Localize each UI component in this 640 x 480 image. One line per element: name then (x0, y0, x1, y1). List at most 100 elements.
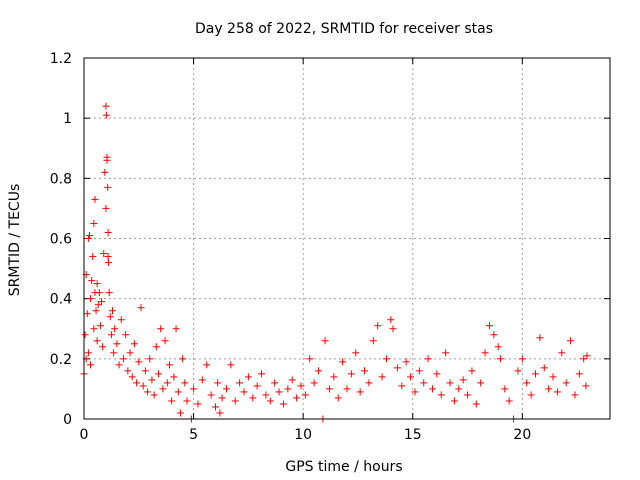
data-point (155, 370, 163, 378)
data-point (361, 367, 369, 375)
data-point (402, 358, 410, 366)
data-point (472, 400, 480, 408)
data-point (181, 379, 189, 387)
data-point (523, 379, 531, 387)
data-point (88, 277, 96, 285)
data-point (334, 394, 342, 402)
data-point (90, 219, 98, 227)
data-point (459, 376, 467, 384)
y-tick-label: 1 (63, 111, 72, 127)
data-point (343, 385, 351, 393)
data-point (271, 379, 279, 387)
data-point (356, 388, 364, 396)
data-point (582, 382, 590, 390)
data-point (387, 316, 395, 324)
data-point (514, 367, 522, 375)
data-point (172, 325, 180, 333)
data-point (94, 301, 102, 309)
data-point (279, 400, 287, 408)
data-point (369, 337, 377, 345)
data-point (216, 409, 224, 417)
data-point (505, 397, 513, 405)
data-point (141, 367, 149, 375)
data-point (96, 322, 104, 330)
data-point (240, 388, 248, 396)
plot-frame (83, 57, 611, 420)
data-point (545, 385, 553, 393)
data-point (159, 385, 167, 393)
data-point (102, 204, 110, 212)
data-point (198, 376, 206, 384)
data-point (347, 370, 355, 378)
data-point (110, 349, 118, 357)
data-point (85, 231, 93, 239)
data-point (339, 358, 347, 366)
y-tick-label: 0.2 (50, 352, 72, 368)
y-tick-label: 1.2 (50, 51, 72, 67)
x-tick-label: 0 (80, 427, 89, 443)
data-point (135, 358, 143, 366)
data-point (102, 102, 110, 110)
data-point (179, 355, 187, 363)
data-point (176, 409, 184, 417)
data-point (165, 361, 173, 369)
data-point (124, 367, 132, 375)
data-point (113, 340, 121, 348)
data-point (212, 403, 219, 411)
data-point (104, 183, 112, 191)
data-point (218, 394, 226, 402)
data-point (161, 337, 169, 345)
data-point (262, 391, 270, 399)
data-point (433, 370, 441, 378)
data-point (415, 367, 423, 375)
data-point (485, 322, 493, 330)
data-point (288, 376, 296, 384)
data-point (106, 313, 114, 321)
data-point (575, 370, 583, 378)
data-point (446, 379, 454, 387)
data-point (139, 382, 147, 390)
data-point (81, 331, 89, 339)
data-point (477, 379, 485, 387)
grid (84, 58, 610, 419)
data-point (464, 391, 472, 399)
x-tick-label: 10 (294, 427, 312, 443)
data-point (128, 373, 136, 381)
data-point (163, 379, 171, 387)
data-point (89, 253, 97, 261)
data-point (424, 355, 432, 363)
data-point (553, 388, 561, 396)
data-point (284, 385, 292, 393)
data-point (227, 361, 235, 369)
data-point (222, 385, 230, 393)
data-point (99, 343, 107, 351)
data-point (126, 349, 134, 357)
data-point (236, 379, 244, 387)
data-point (527, 391, 535, 399)
data-point (84, 349, 92, 357)
data-point (321, 337, 329, 345)
data-point (583, 352, 591, 360)
data-point (494, 343, 502, 351)
data-point (325, 385, 333, 393)
data-point (450, 397, 458, 405)
data-point (148, 376, 156, 384)
data-point (374, 322, 382, 330)
data-point (442, 349, 450, 357)
data-point (468, 367, 476, 375)
axis-ticks: 0 5 10 15 20 0 0.2 0.4 0.6 0.8 1 1.2 (50, 51, 610, 443)
data-point (93, 280, 101, 288)
data-point (306, 355, 314, 363)
data-point (105, 259, 113, 267)
x-axis-label: GPS time / hours (285, 459, 402, 475)
chart-title: Day 258 of 2022, SRMTID for receiver sta… (195, 21, 493, 37)
data-point (108, 307, 116, 315)
data-point (420, 379, 428, 387)
data-point (518, 355, 526, 363)
data-point (365, 379, 373, 387)
data-point (107, 331, 115, 339)
data-point (117, 316, 125, 324)
x-tick-label: 15 (404, 427, 422, 443)
data-point (101, 168, 109, 176)
